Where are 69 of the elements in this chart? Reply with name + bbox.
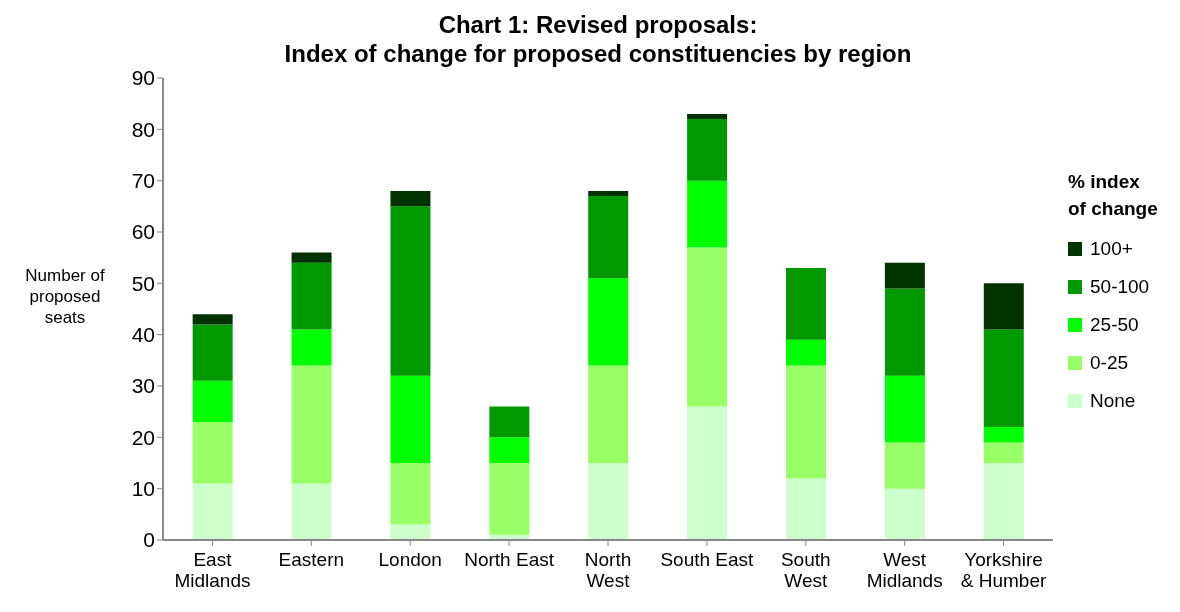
y-tick-label: 50 — [131, 271, 155, 295]
bar — [884, 262, 925, 289]
bar — [192, 380, 233, 422]
x-tick-label: South West — [780, 549, 831, 591]
y-tick-label: 10 — [131, 477, 155, 501]
bar — [786, 478, 826, 540]
legend-label: None — [1090, 390, 1136, 412]
legend-label: 0-25 — [1090, 352, 1129, 374]
bar — [489, 463, 530, 535]
bar — [884, 288, 925, 376]
bar — [687, 119, 728, 181]
bar — [884, 488, 925, 540]
bar — [489, 437, 530, 463]
bar — [588, 190, 629, 197]
bar — [687, 247, 728, 407]
bar — [192, 324, 233, 381]
bar — [983, 329, 1024, 428]
bar — [291, 329, 332, 366]
bar — [786, 339, 826, 366]
bar — [588, 278, 629, 366]
y-tick-label: 30 — [131, 374, 155, 398]
y-tick-label: 80 — [131, 117, 155, 141]
bar — [489, 406, 530, 438]
bar — [390, 206, 431, 376]
y-tick-label: 40 — [131, 323, 155, 347]
y-tick-label: 20 — [131, 425, 155, 449]
bar — [983, 442, 1024, 463]
bar — [390, 463, 431, 525]
bar — [687, 113, 728, 120]
x-tick-label: West Midlands — [866, 549, 943, 591]
bar — [588, 196, 629, 279]
bar — [588, 463, 629, 540]
legend-label: 100+ — [1090, 238, 1133, 260]
bar — [786, 267, 826, 340]
bar — [983, 463, 1024, 540]
x-tick-label: North West — [584, 549, 632, 591]
y-tick-label: 60 — [131, 220, 155, 244]
y-tick-label: 90 — [131, 66, 155, 90]
x-tick-label: Eastern — [278, 549, 345, 570]
bar — [192, 314, 233, 325]
bar — [588, 365, 629, 463]
bar — [192, 483, 233, 540]
x-tick-label: North East — [464, 549, 555, 570]
x-tick-label: London — [378, 549, 442, 570]
bar — [192, 421, 233, 484]
bar — [786, 365, 826, 479]
bar — [390, 190, 431, 207]
bar — [291, 365, 332, 484]
y-axis-title: Number of proposed seats — [24, 265, 106, 328]
x-tick-label: Yorkshire & Humber — [960, 549, 1047, 591]
y-tick-label: 0 — [143, 528, 155, 552]
bar — [291, 483, 332, 540]
bar — [291, 262, 332, 330]
bar — [983, 283, 1024, 330]
bar — [291, 252, 332, 263]
x-tick-label: East Midlands — [174, 549, 251, 591]
legend-label: 25-50 — [1090, 314, 1139, 336]
bar — [884, 375, 925, 443]
bar — [983, 427, 1024, 443]
bar — [884, 442, 925, 489]
legend-label: 50-100 — [1090, 276, 1150, 298]
legend-title: % index of change — [1068, 170, 1158, 221]
bar — [390, 375, 431, 463]
bar — [390, 524, 431, 540]
x-tick-label: South East — [660, 549, 755, 570]
bar — [687, 406, 728, 540]
bar — [687, 180, 728, 248]
chart-title: Chart 1: Revised proposals: Index of change for proposed constituencies by region — [283, 10, 913, 68]
y-tick-label: 70 — [131, 169, 155, 193]
